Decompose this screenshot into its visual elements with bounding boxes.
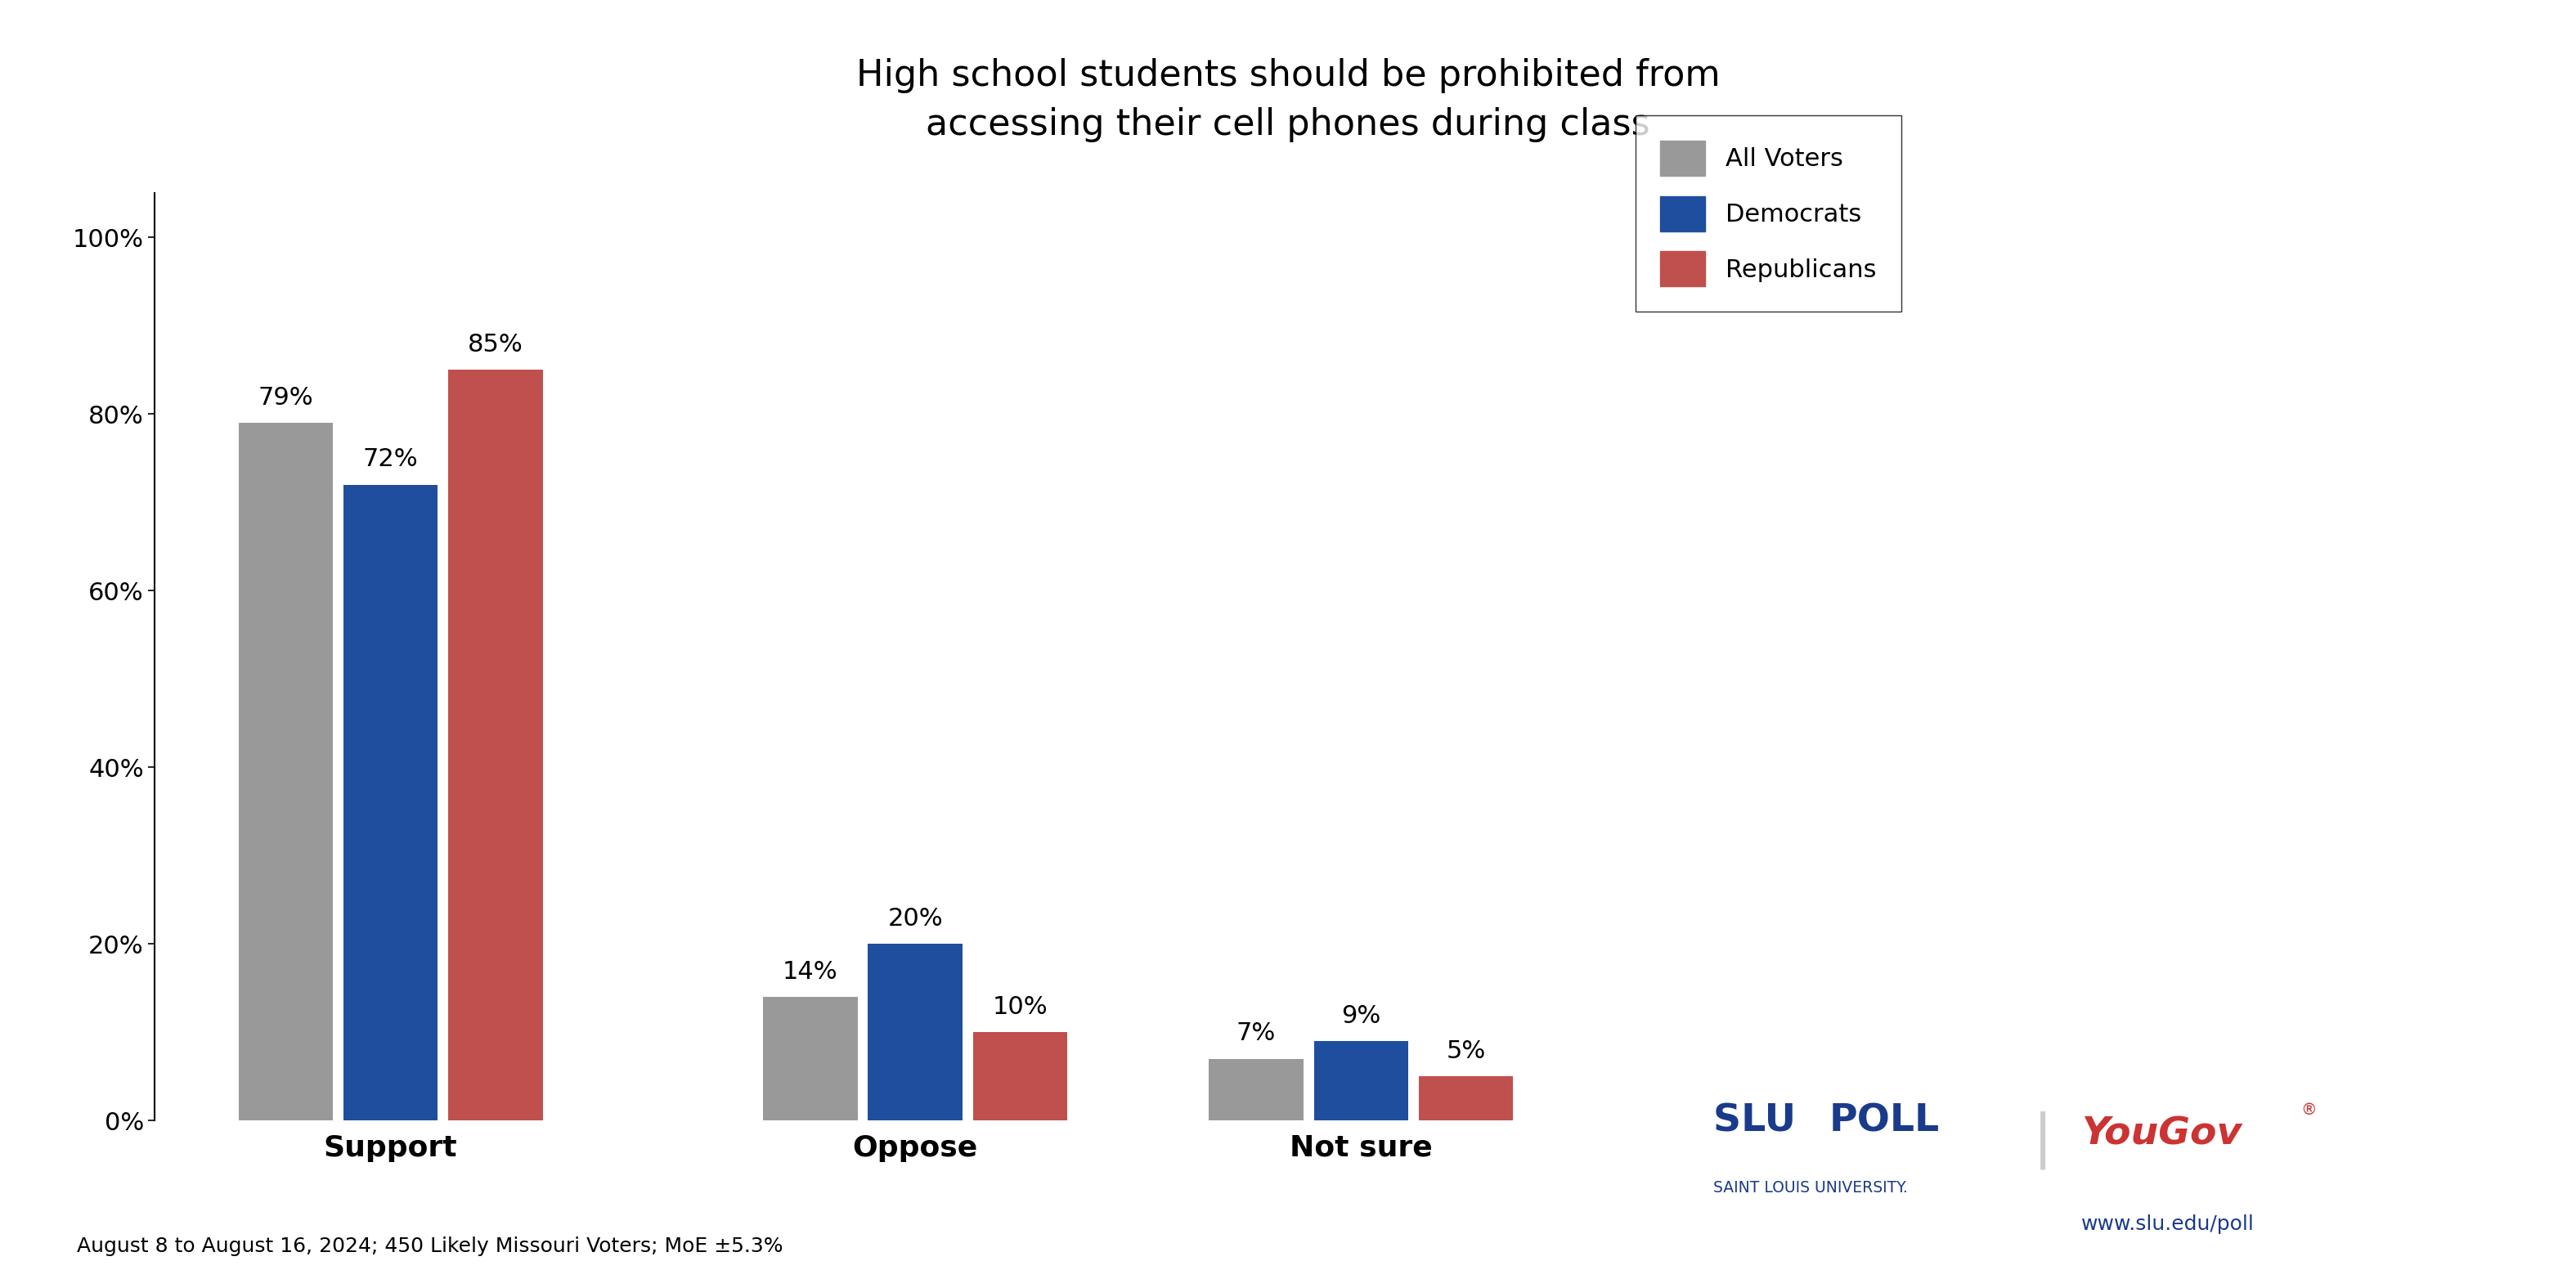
Text: 20%: 20% — [889, 907, 943, 931]
Bar — [762, 997, 858, 1121]
Text: 7%: 7% — [1236, 1021, 1275, 1046]
Text: YouGov: YouGov — [2081, 1115, 2241, 1153]
Text: |: | — [2032, 1112, 2053, 1170]
Bar — [448, 370, 544, 1121]
Bar — [974, 1032, 1066, 1121]
Text: 10%: 10% — [992, 996, 1048, 1019]
Bar — [240, 422, 332, 1121]
Text: High school students should be prohibited from
accessing their cell phones durin: High school students should be prohibite… — [855, 58, 1721, 142]
Text: 79%: 79% — [258, 386, 314, 410]
Text: 85%: 85% — [469, 332, 523, 357]
Text: www.slu.edu/poll: www.slu.edu/poll — [2081, 1215, 2254, 1234]
Text: 72%: 72% — [363, 448, 417, 471]
Text: 14%: 14% — [783, 960, 837, 984]
Text: 5%: 5% — [1445, 1039, 1486, 1063]
Text: August 8 to August 16, 2024; 450 Likely Missouri Voters; MoE ±5.3%: August 8 to August 16, 2024; 450 Likely … — [77, 1236, 783, 1256]
Bar — [1208, 1059, 1303, 1121]
Text: ®: ® — [2300, 1103, 2316, 1118]
Bar — [1314, 1041, 1409, 1121]
Bar — [343, 484, 438, 1121]
Legend: All Voters, Democrats, Republicans: All Voters, Democrats, Republicans — [1636, 116, 1901, 312]
Bar — [868, 944, 963, 1121]
Text: SLU: SLU — [1713, 1103, 1808, 1140]
Text: SAINT LOUIS UNIVERSITY.: SAINT LOUIS UNIVERSITY. — [1713, 1180, 1906, 1195]
Text: POLL: POLL — [1829, 1103, 1940, 1140]
Bar — [1419, 1077, 1512, 1121]
Text: 9%: 9% — [1342, 1005, 1381, 1028]
